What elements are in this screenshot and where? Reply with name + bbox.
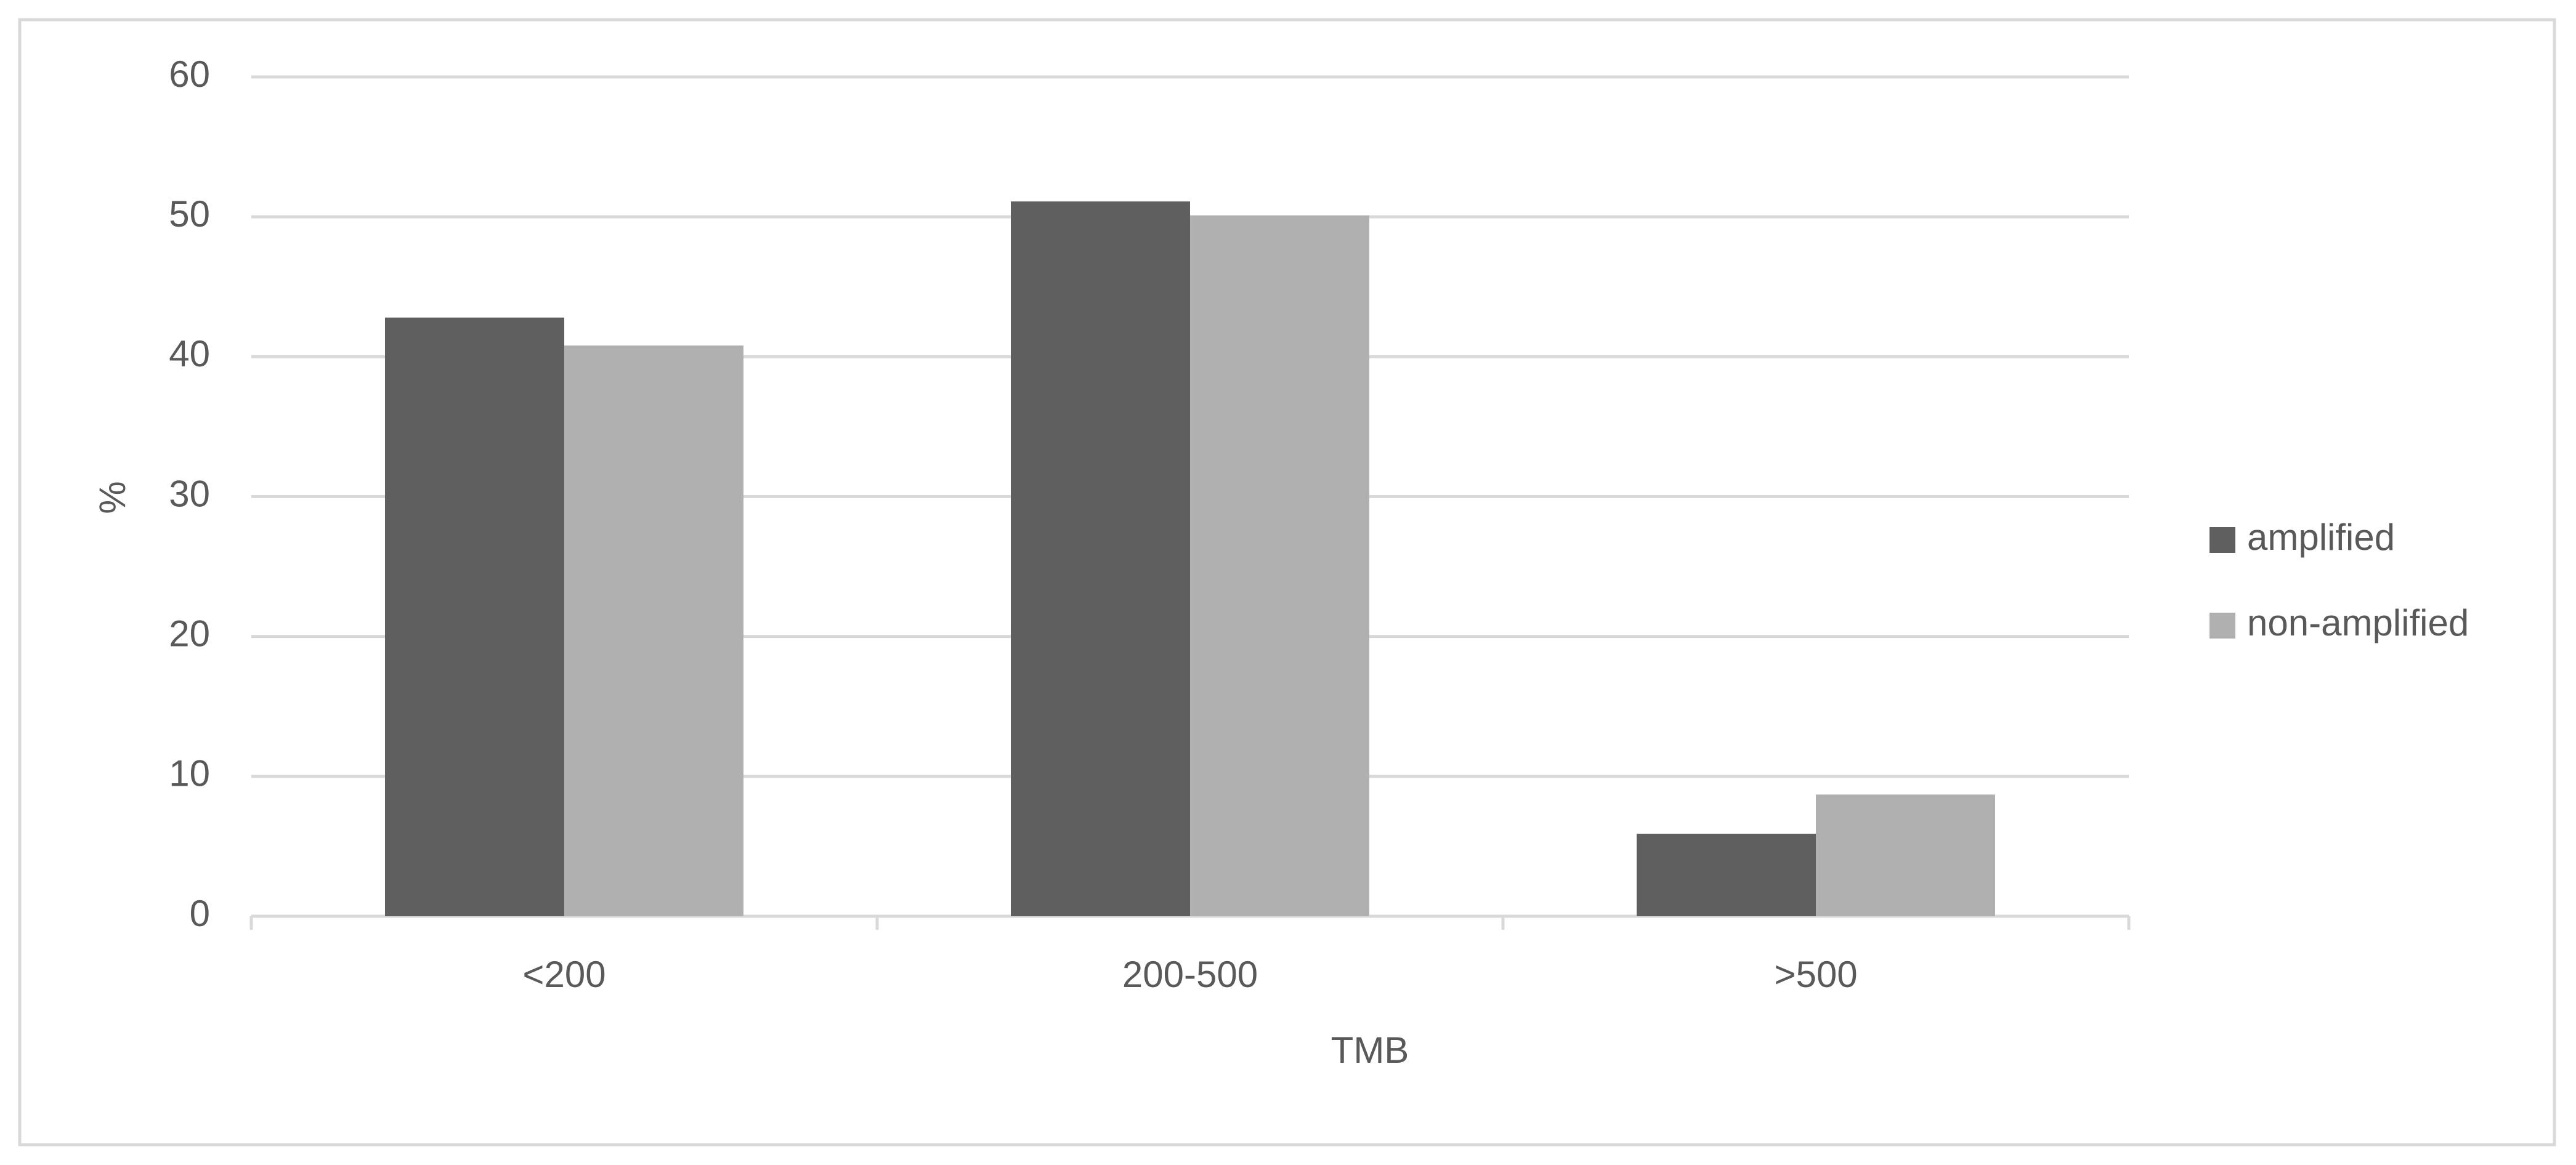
legend-swatch xyxy=(2209,527,2235,553)
x-axis-title: TMB xyxy=(1331,1030,1409,1071)
x-tick-label: 200-500 xyxy=(1122,954,1258,995)
y-tick-label: 20 xyxy=(169,613,210,655)
y-tick-label: 50 xyxy=(169,193,210,235)
x-tick-label: >500 xyxy=(1774,954,1857,995)
y-axis-title: % xyxy=(92,481,133,514)
y-tick-label: 10 xyxy=(169,753,210,794)
bar xyxy=(564,345,743,916)
y-tick-label: 40 xyxy=(169,333,210,374)
legend-label: non-amplified xyxy=(2247,602,2469,643)
x-tick-label: <200 xyxy=(522,954,606,995)
bar xyxy=(1011,201,1190,916)
legend-label: amplified xyxy=(2247,517,2395,558)
bar xyxy=(1816,794,1995,916)
y-tick-label: 30 xyxy=(169,473,210,514)
legend-swatch xyxy=(2209,613,2235,639)
y-tick-label: 60 xyxy=(169,54,210,95)
bar xyxy=(1637,833,1816,916)
y-tick-label: 0 xyxy=(190,893,210,934)
bar xyxy=(385,317,564,916)
bar xyxy=(1190,215,1369,916)
